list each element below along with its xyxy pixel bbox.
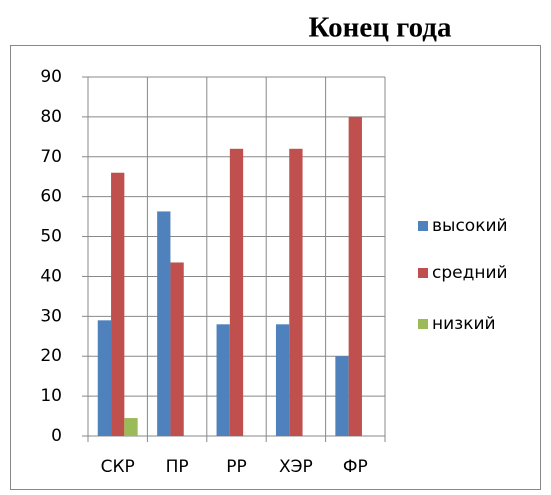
bar [111,172,125,436]
bar [124,418,138,436]
y-tick-label: 40 [40,266,62,286]
bar [157,211,171,436]
y-tick-label: 0 [51,426,62,446]
y-tick-label: 50 [40,227,62,247]
y-tick-label: 10 [40,386,62,406]
bar [97,320,112,436]
legend-swatch [418,319,428,329]
bar [335,356,349,436]
legend-label: средний [432,263,508,283]
legend-swatch [418,268,428,278]
y-tick-label: 30 [40,306,62,326]
y-tick-label: 80 [40,107,62,127]
bar [275,324,290,436]
y-tick-label: 90 [40,67,62,87]
y-tick-label: 60 [40,187,62,207]
bar [216,324,230,436]
bar [289,148,303,437]
x-tick-label: РР [226,457,247,477]
legend-label: высокий [432,216,508,236]
chart-title: Конец года [309,12,452,44]
y-tick-label: 70 [40,147,62,167]
y-tick-label: 20 [40,346,62,366]
bar [348,116,362,436]
legend-swatch [418,221,428,231]
x-tick-label: ХЭР [279,457,313,477]
bar [170,262,184,436]
chart-frame [10,45,541,490]
bar [229,148,244,437]
x-tick-label: ПР [166,457,189,477]
x-tick-label: СКР [101,457,135,477]
x-tick-label: ФР [343,457,368,477]
legend-label: низкий [432,314,496,334]
